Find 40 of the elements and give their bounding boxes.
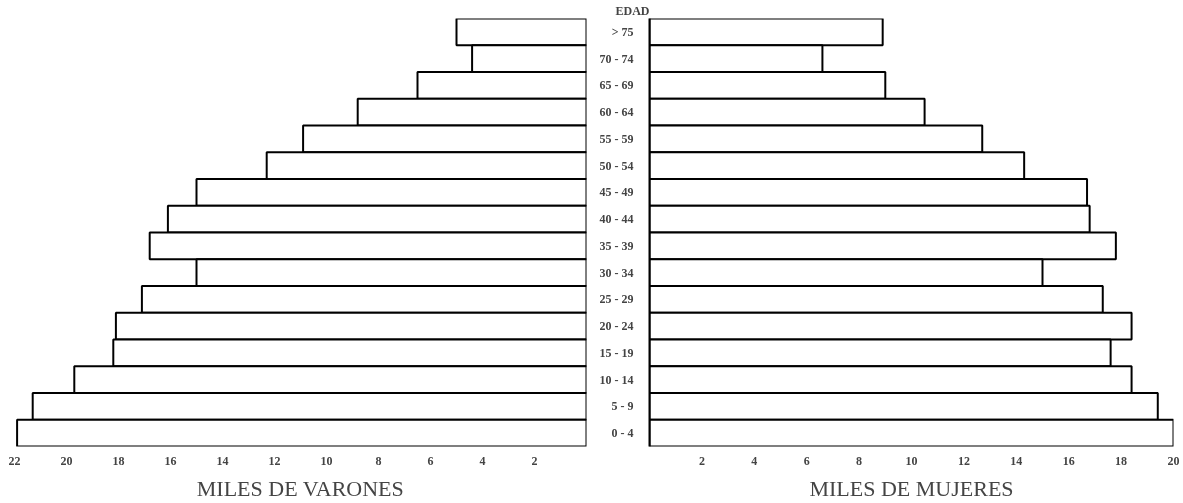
x-tick-label: 6 xyxy=(803,453,810,468)
y-tick-label: 25 - 29 xyxy=(599,292,634,307)
y-tick-label: 30 - 34 xyxy=(599,265,634,280)
x-tick-label: 12 xyxy=(268,453,281,468)
y-tick-label: 5 - 9 xyxy=(611,399,634,414)
y-tick-label: 35 - 39 xyxy=(599,238,634,253)
y-tick-label: 55 - 59 xyxy=(599,131,634,146)
x-tick-label: 12 xyxy=(957,453,970,468)
x-tick-label: 8 xyxy=(375,453,382,468)
y-tick-label: 45 - 49 xyxy=(599,185,634,200)
y-tick-label: 65 - 69 xyxy=(599,78,634,93)
x-tick-label: 8 xyxy=(856,453,863,468)
x-tick-label: 6 xyxy=(427,453,434,468)
x-tick-label: 20 xyxy=(60,453,73,468)
x-tick-label: 14 xyxy=(1010,453,1023,468)
x-tick-label: 14 xyxy=(216,453,229,468)
y-axis-title: EDAD xyxy=(615,3,650,18)
x-tick-label: 22 xyxy=(8,453,21,468)
y-tick-label: 0 - 4 xyxy=(611,426,634,441)
x-tick-label: 2 xyxy=(531,453,538,468)
x-tick-label: 10 xyxy=(905,453,918,468)
x-axis-title: MILES DE VARONES xyxy=(196,475,404,501)
y-tick-label: > 75 xyxy=(611,24,634,39)
y-tick-label: 40 - 44 xyxy=(599,212,634,227)
x-tick-label: 2 xyxy=(698,453,705,468)
x-tick-label: 20 xyxy=(1167,453,1180,468)
x-tick-label: 16 xyxy=(1062,453,1075,468)
y-tick-label: 70 - 74 xyxy=(599,51,634,66)
y-tick-label: 15 - 19 xyxy=(599,345,634,360)
y-tick-label: 10 - 14 xyxy=(599,372,634,387)
x-axis-title: MILES DE MUJERES xyxy=(809,475,1014,501)
y-tick-label: 20 - 24 xyxy=(599,319,634,334)
x-tick-label: 4 xyxy=(751,453,758,468)
x-tick-label: 16 xyxy=(164,453,177,468)
x-tick-label: 10 xyxy=(320,453,333,468)
x-tick-label: 18 xyxy=(112,453,125,468)
x-tick-label: 18 xyxy=(1115,453,1128,468)
y-tick-label: 50 - 54 xyxy=(599,158,634,173)
y-tick-label: 60 - 64 xyxy=(599,105,634,120)
x-tick-label: 4 xyxy=(479,453,486,468)
